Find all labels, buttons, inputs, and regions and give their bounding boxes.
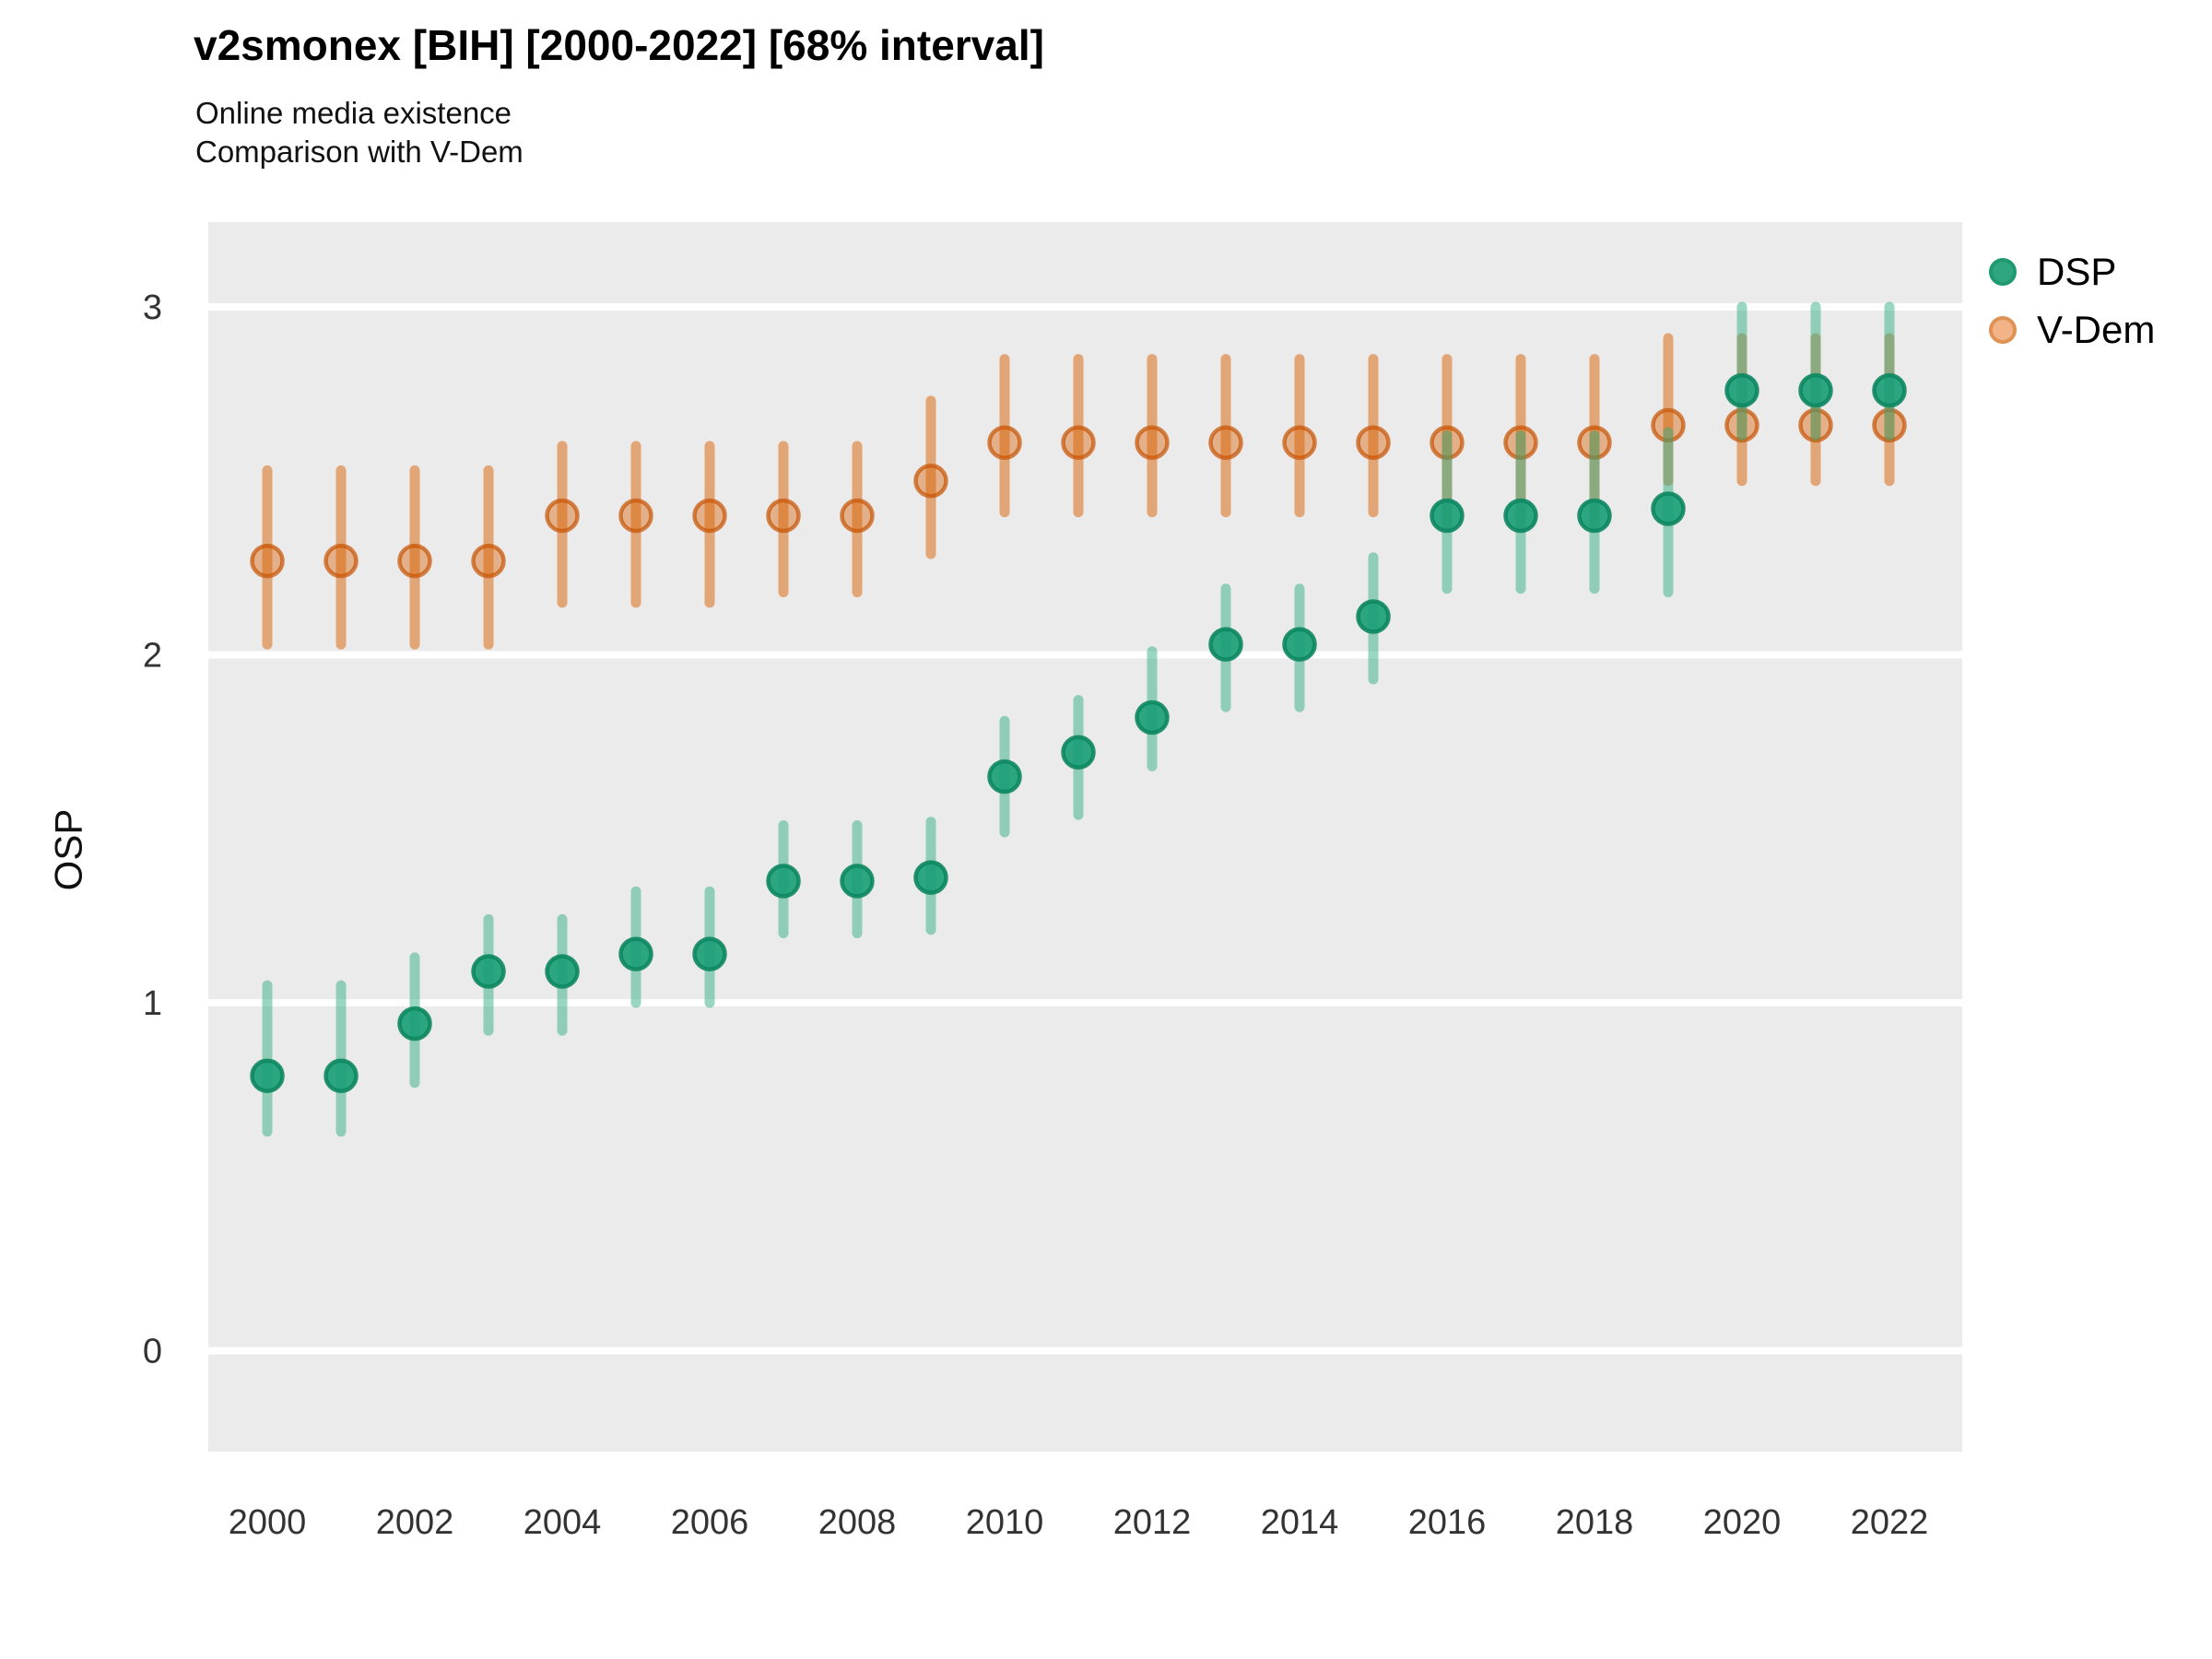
point-vdem-2002: [397, 543, 432, 579]
point-vdem-2014: [1282, 425, 1317, 460]
point-dsp-2003: [471, 954, 506, 989]
chart-subtitle-2: Comparison with V-Dem: [195, 135, 524, 169]
legend-label-vdem: V-Dem: [2037, 308, 2156, 351]
point-vdem-2015: [1356, 425, 1391, 460]
legend-item-dsp: DSP: [1989, 251, 2155, 293]
point-dsp-2020: [1724, 372, 1759, 408]
point-dsp-2018: [1577, 498, 1612, 534]
y-tick-label-0: 0: [143, 1333, 162, 1371]
x-tick-label-2020: 2020: [1703, 1503, 1782, 1542]
x-tick-label-2022: 2022: [1851, 1503, 1929, 1542]
point-dsp-2016: [1430, 498, 1465, 534]
vdem-legend-dot-icon: [1989, 316, 2017, 344]
point-dsp-2015: [1356, 599, 1391, 634]
point-dsp-2022: [1872, 372, 1907, 408]
chart-title: v2smonex [BIH] [2000-2022] [68% interval…: [194, 21, 1044, 69]
point-dsp-2008: [840, 864, 875, 899]
y-tick-label-1: 1: [143, 984, 162, 1023]
point-dsp-2021: [1798, 372, 1833, 408]
point-dsp-2002: [397, 1006, 432, 1041]
point-dsp-2000: [250, 1058, 285, 1094]
x-tick-label-2010: 2010: [966, 1503, 1044, 1542]
point-dsp-2013: [1208, 627, 1243, 662]
point-dsp-2004: [545, 954, 580, 989]
point-vdem-2012: [1135, 425, 1170, 460]
point-vdem-2013: [1208, 425, 1243, 460]
legend-label-dsp: DSP: [2037, 250, 2117, 293]
chart-subtitle-1: Online media existence: [195, 96, 512, 130]
point-vdem-2010: [987, 425, 1022, 460]
point-dsp-2006: [692, 936, 727, 971]
x-tick-label-2018: 2018: [1556, 1503, 1634, 1542]
legend: DSP V-Dem: [1989, 251, 2155, 351]
panel-background: [208, 222, 1962, 1452]
point-dsp-2011: [1061, 735, 1096, 770]
point-dsp-2009: [913, 860, 948, 895]
point-dsp-2012: [1135, 700, 1170, 735]
x-tick-label-2000: 2000: [229, 1503, 307, 1542]
x-tick-label-2008: 2008: [818, 1503, 897, 1542]
x-tick-label-2016: 2016: [1408, 1503, 1487, 1542]
point-dsp-2017: [1503, 498, 1538, 534]
point-dsp-2019: [1651, 491, 1686, 526]
point-vdem-2006: [692, 498, 727, 534]
point-dsp-2005: [618, 936, 653, 971]
point-vdem-2011: [1061, 425, 1096, 460]
point-dsp-2007: [766, 864, 801, 899]
x-tick-label-2006: 2006: [671, 1503, 749, 1542]
x-tick-label-2002: 2002: [376, 1503, 454, 1542]
y-tick-label-2: 2: [143, 637, 162, 676]
point-dsp-2001: [324, 1058, 359, 1094]
dsp-legend-dot-icon: [1989, 258, 2017, 286]
point-dsp-2014: [1282, 627, 1317, 662]
point-vdem-2009: [913, 464, 948, 499]
point-vdem-2005: [618, 498, 653, 534]
point-vdem-2004: [545, 498, 580, 534]
y-axis-title: OSP: [46, 808, 90, 891]
x-tick-label-2014: 2014: [1261, 1503, 1339, 1542]
point-vdem-2008: [840, 498, 875, 534]
point-vdem-2000: [250, 543, 285, 579]
x-tick-label-2012: 2012: [1113, 1503, 1192, 1542]
point-dsp-2010: [987, 759, 1022, 794]
y-tick-label-3: 3: [143, 288, 162, 327]
point-vdem-2003: [471, 543, 506, 579]
point-vdem-2001: [324, 543, 359, 579]
legend-item-vdem: V-Dem: [1989, 309, 2155, 351]
point-vdem-2007: [766, 498, 801, 534]
x-tick-label-2004: 2004: [524, 1503, 602, 1542]
